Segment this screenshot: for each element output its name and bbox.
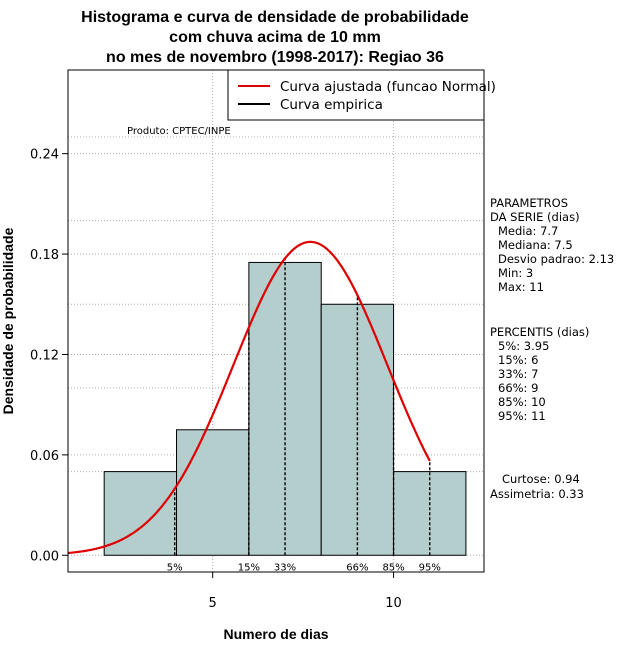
percentis-item-15: 15%: 6 [498, 353, 538, 367]
product-label: Produto: CPTEC/INPE [127, 126, 231, 137]
parametros-item-media: Media: 7.7 [498, 224, 558, 238]
y-tick-label: 0.24 [30, 148, 59, 163]
percentile-label: 15% [238, 562, 260, 573]
shape-panel: Curtose: 0.94 Assimetria: 0.33 [490, 472, 584, 501]
assimetria-text: Assimetria: 0.33 [490, 487, 584, 501]
percentile-label: 85% [382, 562, 404, 573]
legend-label-fitted: Curva ajustada (funcao Normal) [280, 79, 496, 95]
percentis-item-95: 95%: 11 [498, 409, 546, 423]
legend-box [227, 69, 485, 121]
curtose-text: Curtose: 0.94 [502, 472, 580, 486]
parametros-item-mediana: Mediana: 7.5 [498, 238, 573, 252]
legend-label-empirical: Curva empirica [280, 97, 383, 113]
fitted-normal-curve [67, 240, 431, 555]
percentile-label: 95% [419, 562, 441, 573]
percentile-label: 5% [167, 562, 183, 573]
percentis-item-66: 66%: 9 [498, 381, 538, 395]
parametros-item-max: Max: 11 [498, 280, 544, 294]
x-axis-title: Numero de dias [223, 626, 328, 642]
percentile-lines: 5% 15% 33% 66% 85% 95% [167, 258, 441, 573]
y-tick-label: 0.18 [30, 248, 59, 263]
percentile-label: 33% [274, 562, 296, 573]
fitted-curve [67, 240, 431, 555]
parametros-panel: PARAMETROS DA SERIE (dias) Media: 7.7 Me… [490, 196, 614, 294]
chart-title-line-2: com chuva acima de 10 mm [169, 29, 381, 46]
y-tick-label: 0.00 [30, 549, 59, 564]
percentis-item-33: 33%: 7 [498, 367, 538, 381]
percentis-item-5: 5%: 3.95 [498, 339, 549, 353]
percentis-heading: PERCENTIS (dias) [490, 325, 589, 339]
y-tick-label: 0.12 [30, 348, 59, 363]
percentis-panel: PERCENTIS (dias) 5%: 3.95 15%: 6 33%: 7 … [490, 325, 589, 423]
x-tick-label: 5 [209, 596, 217, 611]
legend: Curva ajustada (funcao Normal) Curva emp… [227, 69, 496, 121]
y-axis-title: Densidade de probabilidade [0, 227, 16, 414]
histogram-bars [103, 261, 467, 556]
y-tick-label: 0.06 [30, 449, 59, 464]
chart-title-line-3: no mes de novembro (1998-2017): Regiao 3… [106, 49, 444, 66]
percentis-item-85: 85%: 10 [498, 395, 546, 409]
axes: 5 10 0.00 0.06 0.12 0.18 0.24 [30, 148, 402, 611]
parametros-heading-1: PARAMETROS [490, 196, 568, 210]
parametros-item-desvio: Desvio padrao: 2.13 [498, 252, 614, 266]
histogram-bar [176, 429, 250, 556]
x-tick-label: 10 [385, 596, 402, 611]
parametros-item-min: Min: 3 [498, 266, 533, 280]
parametros-heading-2: DA SERIE (dias) [490, 210, 580, 224]
chart-title-line-1: Histograma e curva de densidade de proba… [81, 9, 469, 26]
percentile-label: 66% [346, 562, 368, 573]
